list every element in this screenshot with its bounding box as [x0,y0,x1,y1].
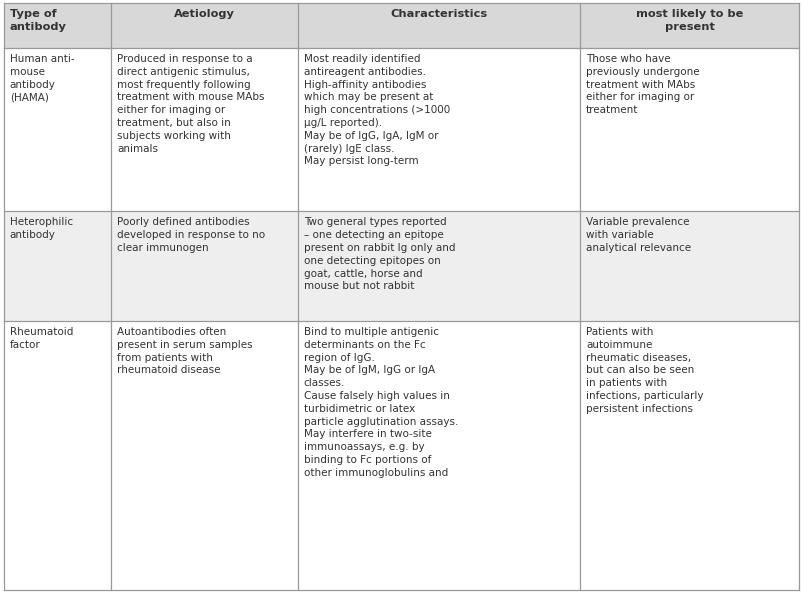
Text: Characteristics: Characteristics [391,9,488,19]
Text: Produced in response to a
direct antigenic stimulus,
most frequently following
t: Produced in response to a direct antigen… [117,54,264,154]
Bar [4,48,111,211]
Text: Two general types reported
– one detecting an epitope
present on rabbit Ig only : Two general types reported – one detecti… [303,217,455,291]
Text: Bind to multiple antigenic
determinants on the Fc
region of IgG.
May be of IgM, : Bind to multiple antigenic determinants … [303,327,458,478]
Text: Autoantibodies often
present in serum samples
from patients with
rheumatoid dise: Autoantibodies often present in serum sa… [117,327,253,375]
Text: Rheumatoid
factor: Rheumatoid factor [10,327,73,350]
Bar [298,321,580,590]
Bar [298,48,580,211]
Text: Human anti-
mouse
antibody
(HAMA): Human anti- mouse antibody (HAMA) [10,54,74,103]
Bar [298,3,580,48]
Bar [111,321,298,590]
Bar [4,321,111,590]
Bar [580,48,798,211]
Bar [580,211,798,321]
Bar [111,3,298,48]
Text: Heterophilic
antibody: Heterophilic antibody [10,217,73,240]
Text: Most readily identified
antireagent antibodies.
High-affinity antibodies
which m: Most readily identified antireagent anti… [303,54,449,167]
Text: Poorly defined antibodies
developed in response to no
clear immunogen: Poorly defined antibodies developed in r… [117,217,265,253]
Bar [4,3,111,48]
Bar [111,211,298,321]
Text: most likely to be
present: most likely to be present [635,9,743,31]
Text: Variable prevalence
with variable
analytical relevance: Variable prevalence with variable analyt… [585,217,691,253]
Bar [298,211,580,321]
Text: Those who have
previously undergone
treatment with MAbs
either for imaging or
tr: Those who have previously undergone trea… [585,54,699,115]
Bar [580,321,798,590]
Text: Type of
antibody: Type of antibody [10,9,67,31]
Text: Patients with
autoimmune
rheumatic diseases,
but can also be seen
in patients wi: Patients with autoimmune rheumatic disea… [585,327,703,414]
Bar [111,48,298,211]
Text: Aetiology: Aetiology [174,9,235,19]
Bar [580,3,798,48]
Bar [4,211,111,321]
